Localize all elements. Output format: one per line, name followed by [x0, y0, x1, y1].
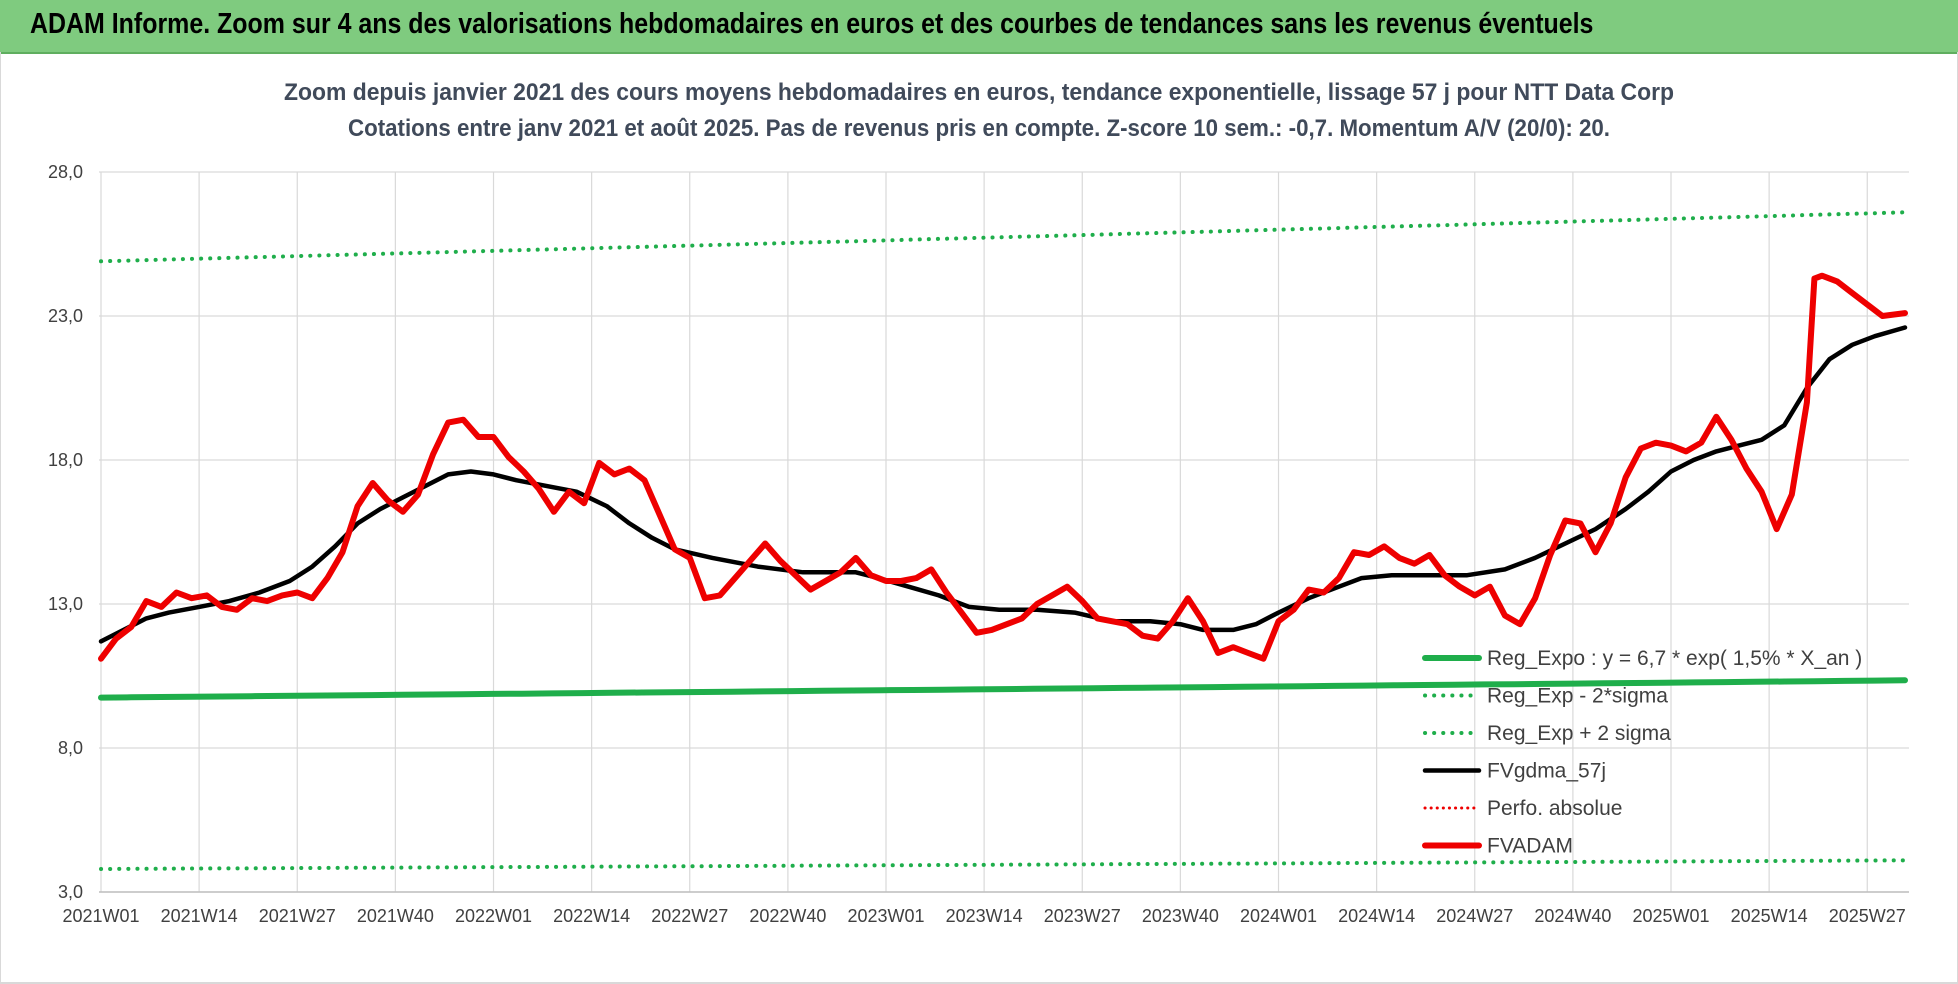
x-tick-label: 2022W14	[553, 906, 630, 926]
chart-svg: Zoom depuis janvier 2021 des cours moyen…	[48, 79, 1909, 926]
x-tick-label: 2025W14	[1731, 906, 1808, 926]
chart-area: Zoom depuis janvier 2021 des cours moyen…	[0, 52, 1958, 984]
legend-label: Reg_Exp - 2*sigma	[1487, 685, 1668, 708]
y-tick-label: 28,0	[48, 162, 83, 182]
chart-subtitle: Cotations entre janv 2021 et août 2025. …	[348, 115, 1610, 142]
series-reg-expo	[98, 677, 1908, 701]
x-tick-label: 2022W27	[651, 906, 728, 926]
legend-label: Reg_Exp + 2 sigma	[1487, 722, 1671, 745]
x-tick-label: 2021W40	[357, 906, 434, 926]
x-tick-label: 2023W14	[946, 906, 1023, 926]
banner-title: ADAM Informe. Zoom sur 4 ans des valoris…	[30, 8, 1594, 40]
chart-title: Zoom depuis janvier 2021 des cours moyen…	[284, 79, 1674, 106]
series-fvadam	[98, 272, 1908, 662]
legend-label: FVgdma_57j	[1487, 760, 1606, 783]
y-tick-label: 18,0	[48, 450, 83, 470]
y-tick-label: 23,0	[48, 306, 83, 326]
x-tick-label: 2022W40	[749, 906, 826, 926]
x-tick-label: 2022W01	[455, 906, 532, 926]
x-tick-label: 2024W14	[1338, 906, 1415, 926]
y-tick-label: 3,0	[58, 882, 83, 902]
legend-label: FVADAM	[1487, 835, 1573, 858]
y-tick-label: 8,0	[58, 738, 83, 758]
banner: ADAM Informe. Zoom sur 4 ans des valoris…	[0, 0, 1958, 54]
legend-label: Perfo. absolue	[1487, 797, 1622, 820]
series-fvgdma-57j	[98, 325, 1908, 644]
x-tick-label: 2023W01	[847, 906, 924, 926]
x-tick-label: 2024W40	[1534, 906, 1611, 926]
x-tick-label: 2024W27	[1436, 906, 1513, 926]
x-tick-label: 2025W27	[1829, 906, 1906, 926]
x-tick-label: 2024W01	[1240, 906, 1317, 926]
x-tick-label: 2021W01	[62, 906, 139, 926]
x-tick-label: 2025W01	[1632, 906, 1709, 926]
series-reg-exp-plus-2sigma	[99, 210, 1907, 264]
y-tick-label: 13,0	[48, 594, 83, 614]
x-tick-label: 2021W27	[259, 906, 336, 926]
x-tick-label: 2023W40	[1142, 906, 1219, 926]
legend-label: Reg_Expo : y = 6,7 * exp( 1,5% * X_an )	[1487, 647, 1862, 670]
x-tick-label: 2023W27	[1044, 906, 1121, 926]
series-reg-exp-minus-2sigma	[99, 858, 1907, 871]
x-tick-label: 2021W14	[161, 906, 238, 926]
